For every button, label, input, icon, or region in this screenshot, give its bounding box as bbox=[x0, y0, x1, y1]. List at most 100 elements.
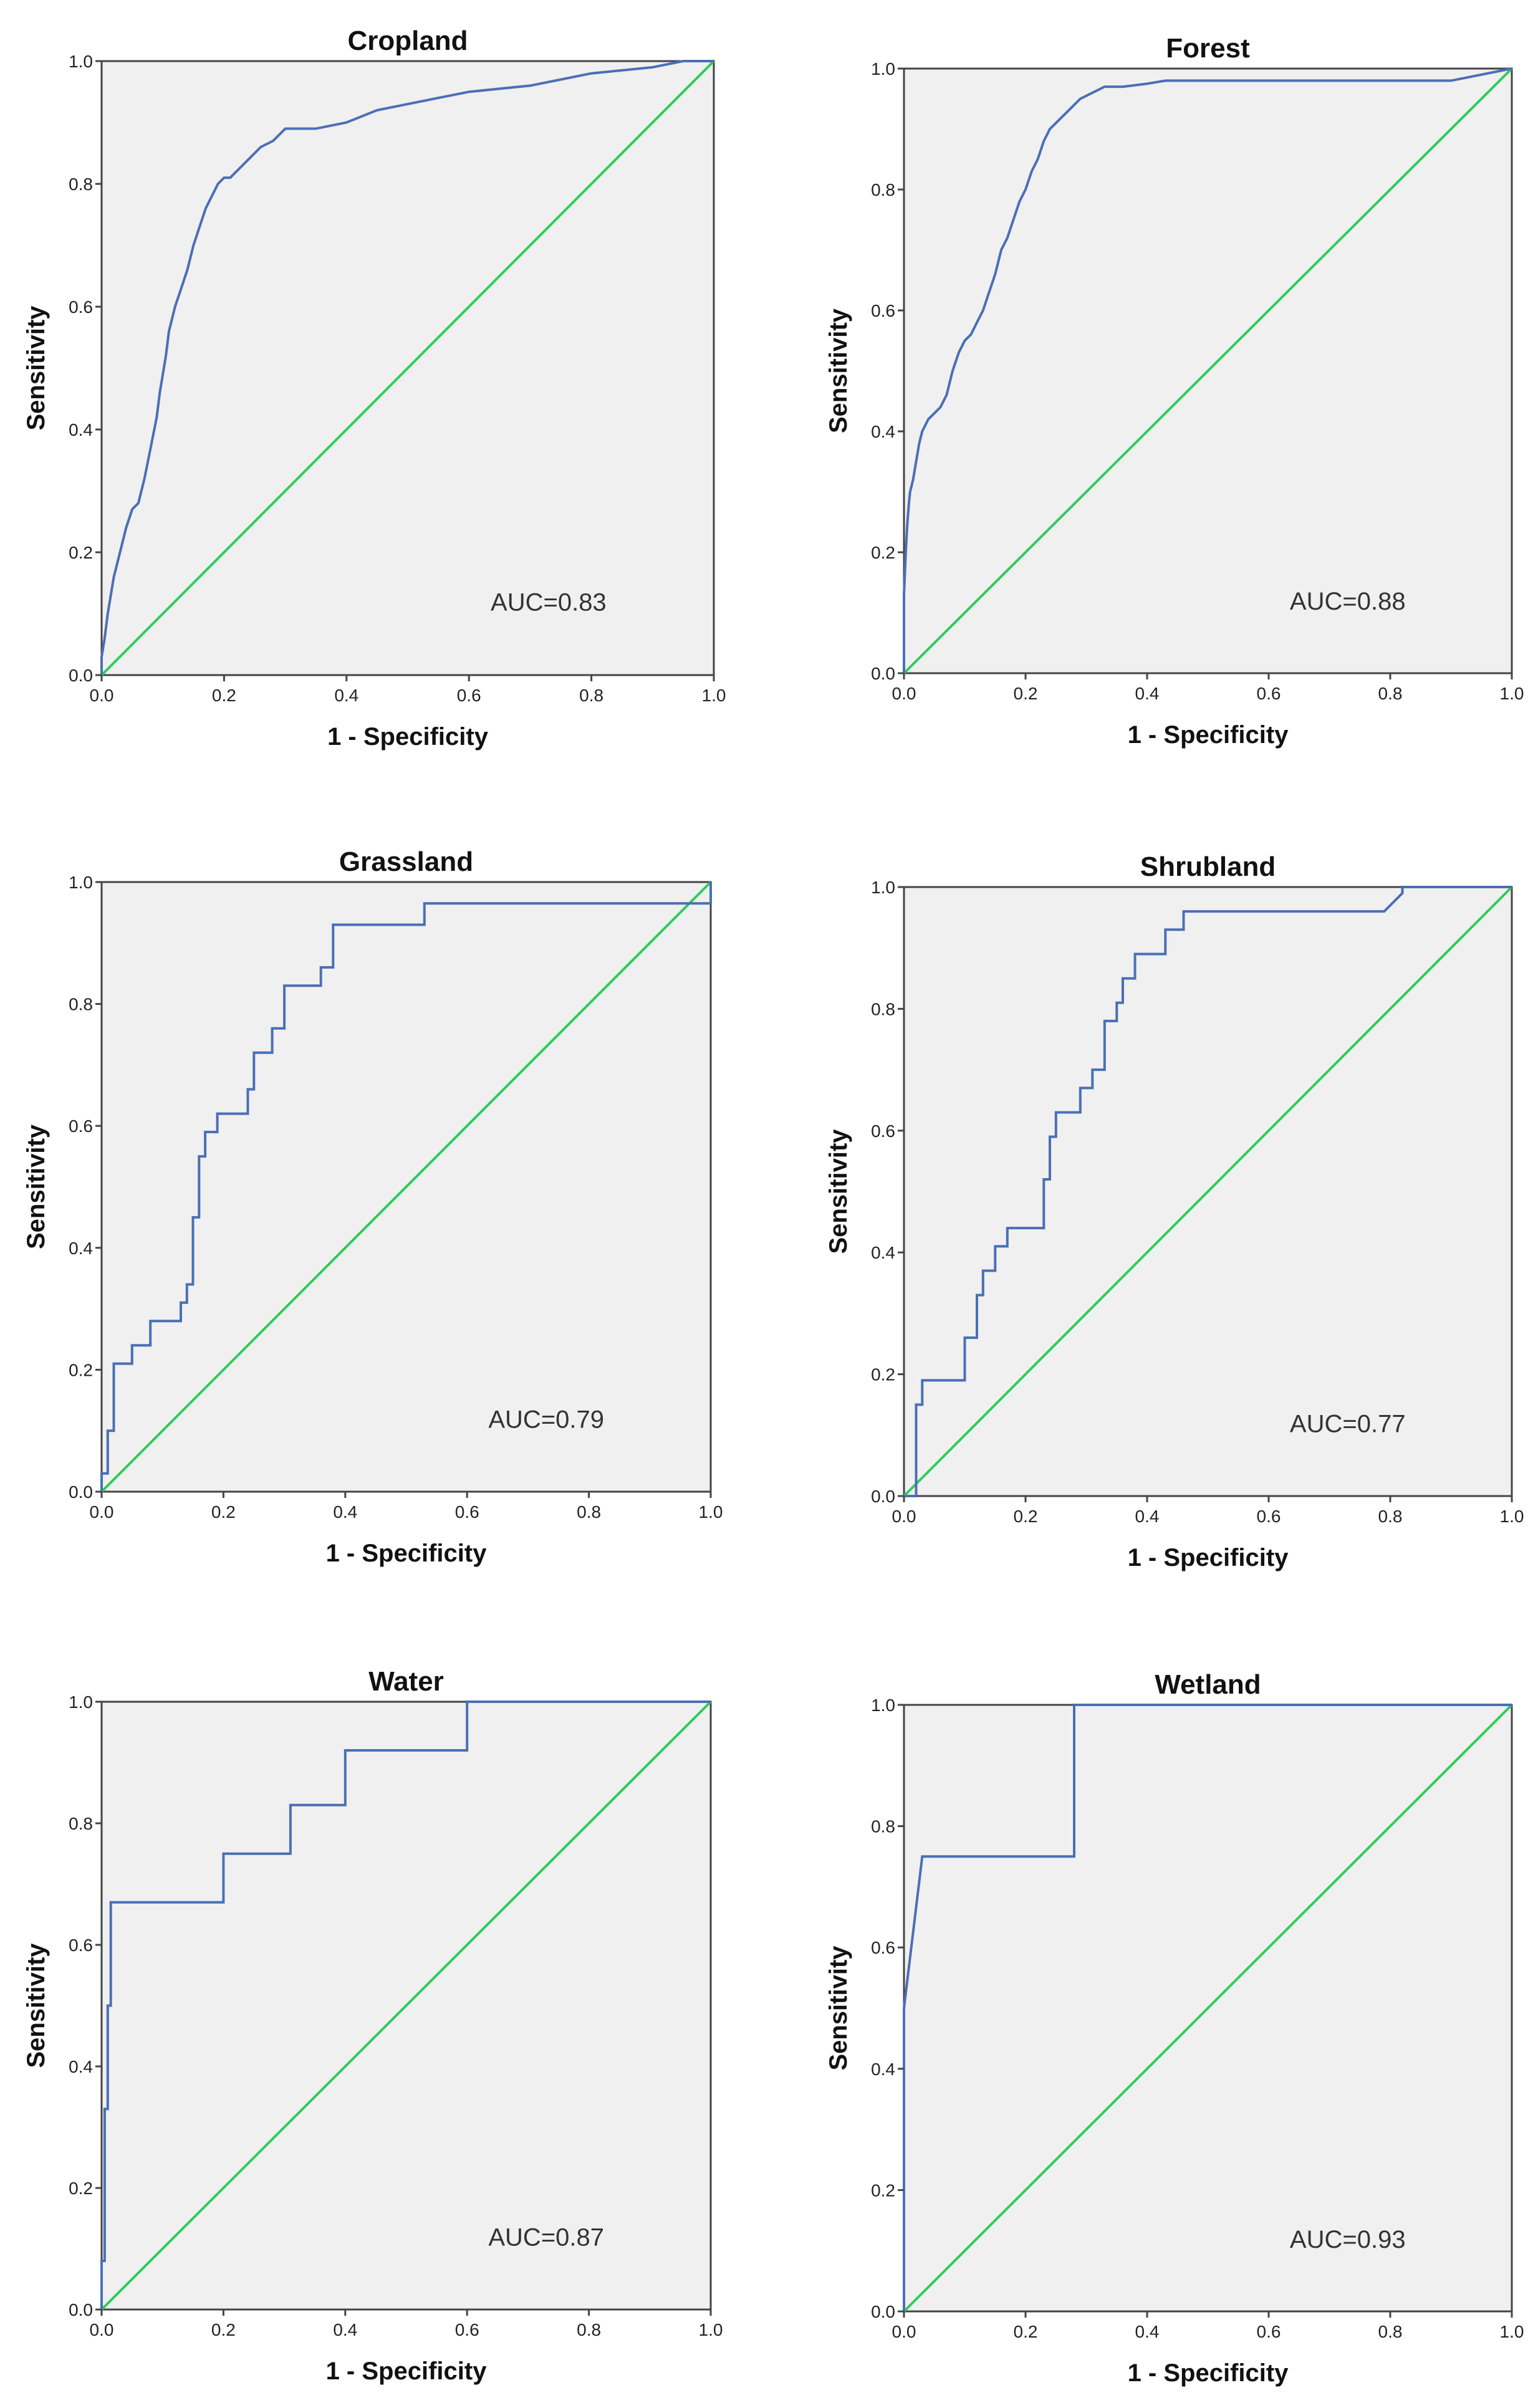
x-tick-label: 0.8 bbox=[1378, 1507, 1403, 1526]
roc-curve bbox=[904, 886, 1512, 1497]
y-axis-title: Sensitivity bbox=[22, 1124, 50, 1249]
x-tick-label: 0.0 bbox=[90, 1502, 114, 1522]
y-tick-label: 0.2 bbox=[69, 1360, 93, 1379]
x-tick-label: 0.2 bbox=[211, 1502, 236, 1522]
x-axis-title: 1 - Specificity bbox=[327, 723, 489, 751]
y-tick-label: 0.2 bbox=[69, 2179, 93, 2198]
y-tick-label: 0.6 bbox=[871, 1121, 895, 1141]
y-tick-label: 1.0 bbox=[871, 59, 895, 79]
y-tick-label: 1.0 bbox=[69, 52, 93, 71]
chart-title: Water bbox=[368, 1666, 444, 1697]
x-tick-label: 0.8 bbox=[577, 2320, 601, 2339]
y-axis-title: Sensitivity bbox=[825, 1945, 852, 2071]
y-tick-label: 0.4 bbox=[69, 2057, 93, 2076]
y-axis-title: Sensitivity bbox=[825, 1129, 852, 1254]
y-tick-label: 0.0 bbox=[871, 664, 895, 683]
roc-panel-4: 0.00.0 0.2 0.2 0.4 0.4 0.6 0.6 0.8 0.8 1.0 1.0 Shru… bbox=[825, 851, 1524, 1571]
x-tick-label: 0.6 bbox=[1257, 2322, 1281, 2341]
y-tick-label: 0.4 bbox=[871, 2060, 895, 2079]
roc-curve bbox=[100, 882, 712, 1492]
reference-line bbox=[100, 60, 715, 676]
x-axis-title: 1 - Specificity bbox=[1128, 721, 1289, 749]
y-axis-title: Sensitivity bbox=[825, 308, 852, 433]
y-tick-label: 0.8 bbox=[69, 175, 93, 194]
x-tick-label: 0.4 bbox=[1135, 1507, 1160, 1526]
auc-annotation: AUC=0.83 bbox=[491, 589, 607, 616]
chart-title: Cropland bbox=[347, 26, 468, 56]
y-tick-label: 1.0 bbox=[69, 873, 93, 892]
x-tick-label: 0.4 bbox=[333, 1502, 357, 1522]
y-tick-label: 0.2 bbox=[69, 543, 93, 562]
x-tick-label: 0.8 bbox=[577, 1502, 601, 1522]
y-tick-label: 0.8 bbox=[871, 1817, 895, 1836]
reference-line bbox=[903, 67, 1513, 674]
auc-annotation: AUC=0.93 bbox=[1290, 2226, 1406, 2253]
y-tick-label: 0.8 bbox=[69, 995, 93, 1014]
y-tick-label: 0.6 bbox=[871, 1938, 895, 1957]
reference-line bbox=[100, 881, 712, 1493]
y-tick-label: 0.4 bbox=[69, 1239, 93, 1258]
x-tick-label: 1.0 bbox=[1500, 2322, 1524, 2341]
auc-annotation: AUC=0.87 bbox=[488, 2224, 604, 2252]
y-tick-label: 0.2 bbox=[871, 543, 895, 562]
x-tick-label: 1.0 bbox=[1500, 1507, 1524, 1526]
y-tick-label: 0.4 bbox=[871, 1243, 895, 1262]
x-tick-label: 0.0 bbox=[892, 1507, 916, 1526]
x-tick-label: 1.0 bbox=[699, 1502, 723, 1522]
chart-title: Shrubland bbox=[1140, 851, 1276, 882]
x-tick-label: 0.8 bbox=[579, 686, 603, 705]
reference-line bbox=[100, 1700, 712, 2311]
x-tick-label: 0.4 bbox=[334, 686, 358, 705]
y-tick-label: 1.0 bbox=[871, 1696, 895, 1715]
x-tick-label: 0.4 bbox=[333, 2320, 357, 2339]
y-tick-label: 0.0 bbox=[871, 1487, 895, 1506]
roc-panel-1: 0.00.0 0.2 0.2 0.4 0.4 0.6 0.6 0.8 0.8 1.0 1.0 Crop… bbox=[22, 26, 726, 751]
roc-panel-3: 0.00.0 0.2 0.2 0.4 0.4 0.6 0.6 0.8 0.8 1.0 1.0 Gras… bbox=[22, 847, 723, 1567]
x-tick-label: 0.2 bbox=[211, 2320, 236, 2339]
y-tick-label: 0.2 bbox=[871, 1365, 895, 1384]
x-tick-label: 0.0 bbox=[90, 686, 114, 705]
x-tick-label: 0.2 bbox=[1014, 684, 1038, 703]
x-tick-label: 0.6 bbox=[455, 2320, 479, 2339]
x-tick-label: 0.6 bbox=[1257, 684, 1281, 703]
y-tick-label: 1.0 bbox=[871, 878, 895, 897]
x-tick-label: 0.6 bbox=[1257, 1507, 1281, 1526]
chart-title: Forest bbox=[1166, 33, 1250, 64]
y-tick-label: 0.8 bbox=[871, 180, 895, 199]
x-tick-label: 0.0 bbox=[892, 2322, 916, 2341]
roc-curve bbox=[903, 1704, 1512, 2311]
y-tick-label: 0.0 bbox=[69, 666, 93, 685]
roc-panel-6: 0.00.0 0.2 0.2 0.4 0.4 0.6 0.6 0.8 0.8 1.0 1.0 Wetl… bbox=[825, 1669, 1524, 2387]
auc-annotation: AUC=0.77 bbox=[1290, 1410, 1406, 1437]
x-axis-title: 1 - Specificity bbox=[326, 2358, 488, 2385]
auc-annotation: AUC=0.79 bbox=[488, 1406, 604, 1433]
y-tick-label: 0.6 bbox=[69, 297, 93, 317]
x-tick-label: 0.0 bbox=[892, 684, 916, 703]
x-tick-label: 0.0 bbox=[90, 2320, 114, 2339]
roc-curve bbox=[100, 60, 714, 675]
y-tick-label: 0.6 bbox=[871, 301, 895, 320]
x-axis-title: 1 - Specificity bbox=[1128, 2359, 1289, 2387]
x-tick-label: 1.0 bbox=[699, 2320, 723, 2339]
x-tick-label: 0.4 bbox=[1135, 2322, 1160, 2341]
roc-curve bbox=[100, 1700, 711, 2310]
reference-line bbox=[903, 886, 1513, 1497]
reference-line bbox=[903, 1704, 1513, 2313]
y-tick-label: 0.2 bbox=[871, 2180, 895, 2200]
y-tick-label: 0.6 bbox=[69, 1116, 93, 1136]
y-tick-label: 0.8 bbox=[871, 999, 895, 1019]
x-axis-title: 1 - Specificity bbox=[326, 1540, 488, 1567]
roc-panel-5: 0.00.0 0.2 0.2 0.4 0.4 0.6 0.6 0.8 0.8 1.0 1.0 Wate… bbox=[22, 1666, 723, 2385]
y-tick-label: 0.8 bbox=[69, 1814, 93, 1833]
x-tick-label: 0.4 bbox=[1135, 684, 1160, 703]
roc-curve bbox=[903, 67, 1512, 673]
x-tick-label: 0.2 bbox=[212, 686, 236, 705]
x-tick-label: 0.6 bbox=[457, 686, 481, 705]
y-tick-label: 0.4 bbox=[871, 422, 895, 441]
x-tick-label: 1.0 bbox=[702, 686, 726, 705]
x-tick-label: 1.0 bbox=[1500, 684, 1524, 703]
y-tick-label: 0.0 bbox=[69, 2300, 93, 2319]
auc-annotation: AUC=0.88 bbox=[1290, 588, 1406, 615]
y-tick-label: 0.0 bbox=[871, 2302, 895, 2321]
